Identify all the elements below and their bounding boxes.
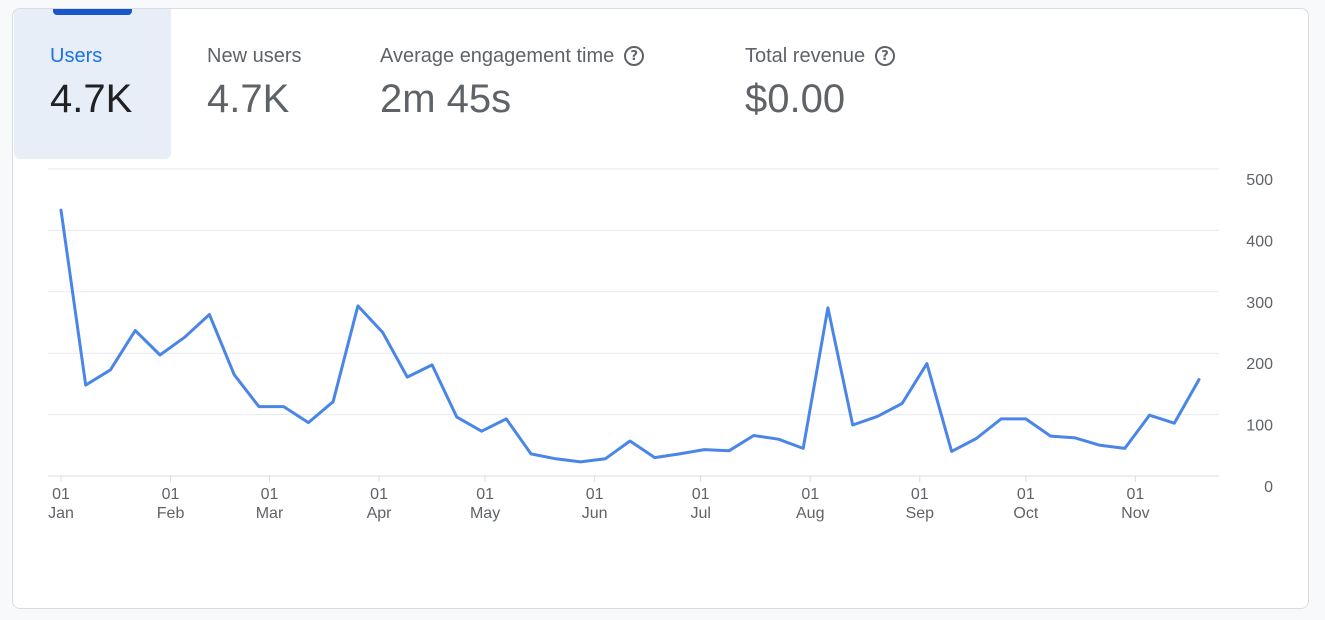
- x-tick-day-label: 01: [1017, 486, 1035, 503]
- metric-value: 2m 45s: [380, 77, 512, 121]
- users-line-chart: 0 100 200 300 400 500 01 Jan 01 Feb 01 Mar 01 Apr 01 Ma…: [48, 168, 1273, 522]
- metric-label: Average engagement time: [380, 45, 615, 67]
- y-tick-label: 300: [1246, 295, 1273, 312]
- metric-label: Users: [50, 45, 103, 67]
- x-tick-month-label: Mar: [256, 505, 284, 522]
- x-tick-day-label: 01: [261, 486, 279, 503]
- x-tick-month-label: Aug: [796, 505, 824, 522]
- x-tick-day-label: 01: [370, 486, 388, 503]
- x-tick-month-label: Sep: [906, 505, 935, 522]
- y-tick-label: 200: [1246, 356, 1273, 373]
- x-tick-day-label: 01: [692, 486, 710, 503]
- y-tick-label: 100: [1246, 418, 1273, 435]
- metric-label: New users: [207, 45, 302, 67]
- x-tick-month-label: Feb: [157, 505, 185, 522]
- x-tick-month-label: Jul: [690, 505, 710, 522]
- x-tick-day-label: 01: [162, 486, 180, 503]
- x-tick-day-label: 01: [52, 486, 70, 503]
- help-icon[interactable]: ?: [624, 46, 645, 66]
- x-tick-day-label: 01: [801, 486, 819, 503]
- metric-tab-users[interactable]: Users 4.7K: [14, 9, 171, 159]
- users-overview-card: Users 4.7K New users 4.7K Average engage…: [12, 8, 1309, 609]
- y-tick-label: 400: [1246, 233, 1273, 250]
- metric-label-row: Total revenue ?: [745, 43, 896, 69]
- x-tick-day-label: 01: [1126, 486, 1144, 503]
- help-icon[interactable]: ?: [875, 46, 896, 66]
- x-tick-day-label: 01: [476, 486, 494, 503]
- x-tick-month-label: Nov: [1121, 505, 1149, 522]
- metric-tab-new-users[interactable]: New users 4.7K: [207, 9, 301, 159]
- metric-value: 4.7K: [207, 77, 290, 121]
- metric-label: Total revenue: [745, 45, 866, 67]
- x-tick-month-label: Jun: [582, 505, 608, 522]
- x-tick-month-label: Apr: [367, 505, 393, 522]
- x-tick-day-label: 01: [586, 486, 604, 503]
- metric-tab-total-revenue[interactable]: Total revenue ? $0.00: [745, 9, 896, 159]
- metric-label-row: Average engagement time ?: [380, 43, 645, 69]
- x-tick-month-label: May: [470, 505, 500, 522]
- metric-tab-average-engagement-time[interactable]: Average engagement time ? 2m 45s: [380, 9, 645, 159]
- x-tick-day-label: 01: [911, 486, 929, 503]
- y-tick-label: 0: [1264, 479, 1273, 496]
- metric-value: $0.00: [745, 77, 846, 121]
- series-line: [59, 208, 1201, 464]
- x-tick-month-label: Oct: [1013, 505, 1038, 522]
- y-tick-label: 500: [1246, 172, 1273, 189]
- metric-value: 4.7K: [50, 77, 133, 121]
- x-tick-month-label: Jan: [48, 505, 74, 522]
- active-tab-indicator: [53, 9, 132, 15]
